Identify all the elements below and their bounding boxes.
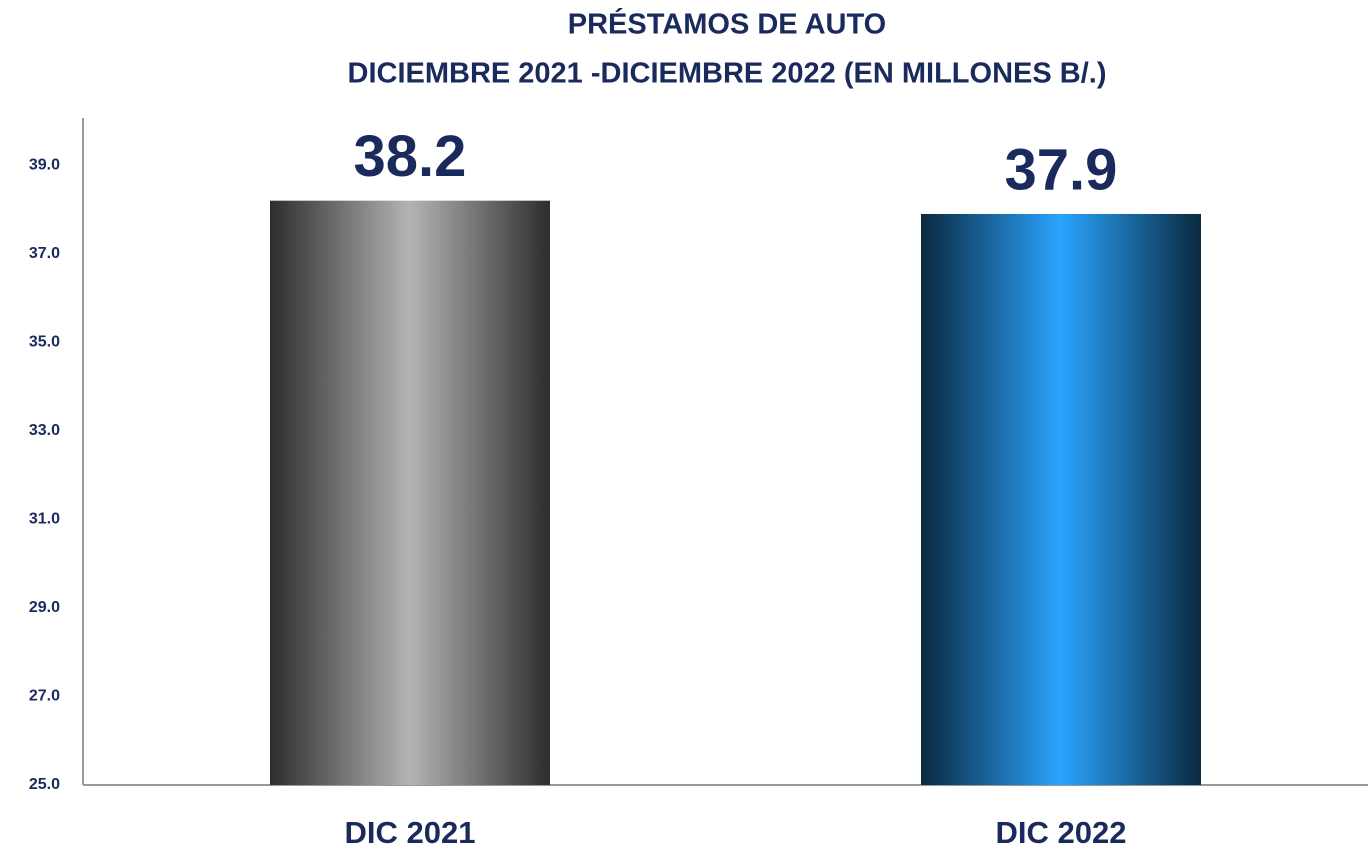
- y-tick-label: 33.0: [29, 422, 60, 439]
- x-tick-label: DIC 2021: [345, 815, 476, 850]
- y-tick-label: 31.0: [29, 511, 60, 528]
- chart-subtitle: DICIEMBRE 2021 -DICIEMBRE 2022 (EN MILLO…: [348, 58, 1107, 90]
- y-tick-label: 27.0: [29, 688, 60, 705]
- y-tick-label: 29.0: [29, 599, 60, 616]
- y-tick-label: 37.0: [29, 245, 60, 262]
- y-tick-label: 35.0: [29, 334, 60, 351]
- value-label: 38.2: [354, 124, 467, 189]
- y-tick-label: 39.0: [29, 156, 60, 173]
- value-label: 37.9: [1005, 137, 1118, 202]
- y-tick-label: 25.0: [29, 776, 60, 793]
- bar: [921, 213, 1201, 785]
- bar: [270, 200, 550, 785]
- x-tick-label: DIC 2022: [996, 815, 1127, 850]
- chart-title: PRÉSTAMOS DE AUTO: [568, 7, 887, 41]
